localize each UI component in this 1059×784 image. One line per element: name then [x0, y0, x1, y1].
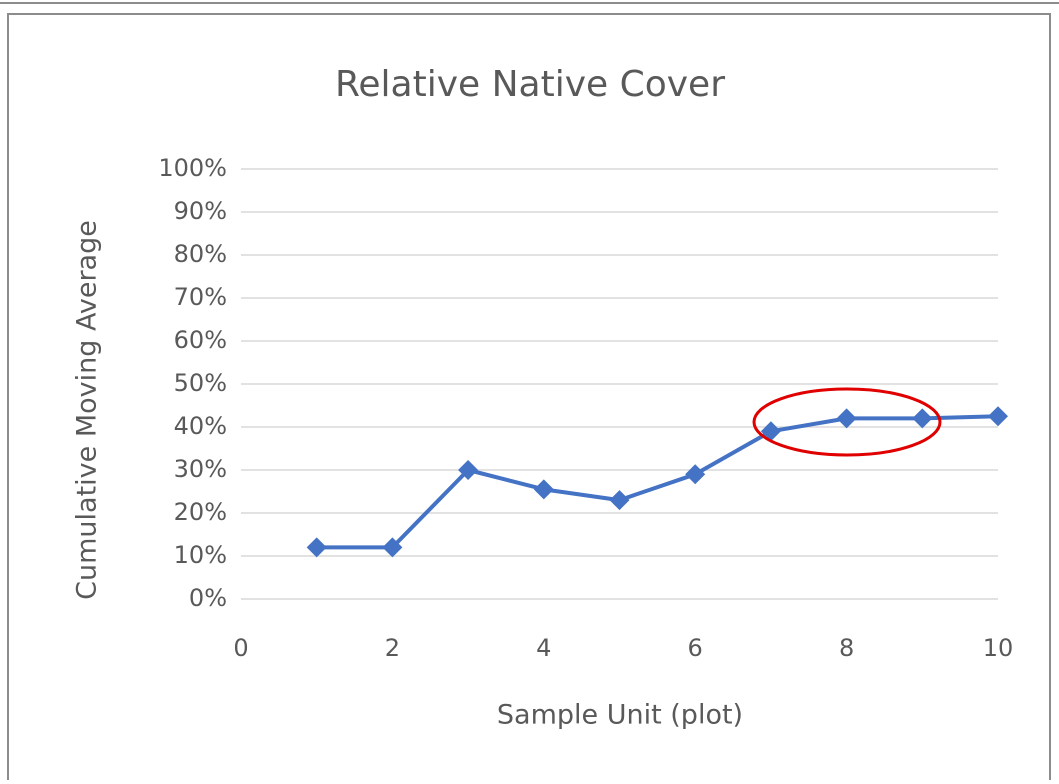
x-tick-label: 8 — [839, 634, 854, 662]
y-tick-label: 0% — [189, 584, 227, 612]
y-tick-label: 30% — [174, 455, 227, 483]
y-tick-label: 50% — [174, 369, 227, 397]
chart-frame — [7, 13, 1051, 784]
x-tick-label: 0 — [233, 634, 248, 662]
x-tick-label: 2 — [385, 634, 400, 662]
data-point — [533, 479, 554, 500]
y-tick-label: 90% — [174, 197, 227, 225]
data-point — [306, 537, 327, 558]
data-point — [836, 408, 857, 429]
y-tick-label: 10% — [174, 541, 227, 569]
data-point — [988, 406, 1008, 427]
data-point — [912, 408, 933, 429]
x-tick-label: 10 — [983, 634, 1014, 662]
y-axis-label: Cumulative Moving Average — [72, 220, 103, 600]
x-tick-label: 6 — [688, 634, 703, 662]
data-point — [458, 460, 479, 480]
y-tick-label: 60% — [174, 326, 227, 354]
data-point — [760, 421, 781, 442]
y-tick-label: 20% — [174, 498, 227, 526]
x-tick-label: 4 — [536, 634, 551, 662]
highlight-ellipse — [752, 387, 942, 457]
series-line — [316, 414, 999, 550]
y-tick-label: 40% — [174, 412, 227, 440]
x-axis-label: Sample Unit (plot) — [497, 700, 743, 731]
data-point — [685, 464, 706, 485]
plot-area: 0% 10% 20% 30% 40% 50% 60% 70% 80% 90% 100% 0 2 4 6 8 10 — [158, 154, 1013, 662]
data-point — [382, 537, 403, 558]
data-point — [609, 490, 630, 511]
y-tick-label: 70% — [174, 283, 227, 311]
y-tick-label: 80% — [174, 240, 227, 268]
y-tick-label: 100% — [158, 154, 227, 182]
chart-title: Relative Native Cover — [335, 64, 725, 105]
